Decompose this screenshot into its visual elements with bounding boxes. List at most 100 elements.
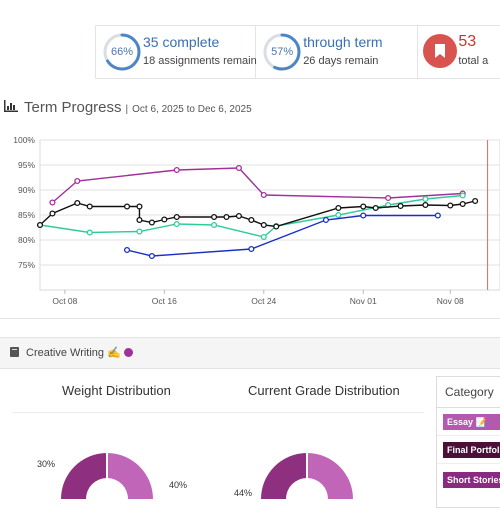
- series-point-3: [123, 246, 131, 254]
- x-tick-label: Oct 08: [52, 296, 77, 306]
- weight-distribution-title: Weight Distribution: [62, 383, 171, 398]
- series-point-2: [136, 203, 143, 210]
- category-essay[interactable]: Essay 📝: [443, 414, 500, 430]
- stats-bar: 66% 35 complete 18 assignments remain 57…: [95, 25, 500, 79]
- chart-grid: [39, 139, 500, 291]
- stat-total: 53 total a: [418, 26, 500, 78]
- series-line-2: [39, 200, 476, 228]
- series-point-2: [260, 221, 267, 229]
- total-detail: total a: [458, 55, 489, 67]
- y-tick-label: 100%: [13, 135, 35, 145]
- weight-pie: [61, 453, 153, 500]
- category-short-stories[interactable]: Short Stories: [443, 472, 500, 488]
- category-legend: Category Essay 📝 Final Portfolio Short S…: [436, 376, 500, 508]
- term-progress-header: Term Progress | Oct 6, 2025 to Dec 6, 20…: [4, 99, 252, 116]
- term-progress-chart: 100% 95% 90% 85% 80% 75% Oct 08 Oct 16 Oct 24 No…: [13, 135, 500, 306]
- series-point-3: [322, 216, 329, 224]
- series-point-1: [136, 228, 143, 235]
- y-axis-ticks: 100% 95% 90% 85% 80% 75%: [13, 135, 35, 270]
- x-axis-ticks: Oct 08 Oct 16 Oct 24 Nov 01 Nov 08: [52, 290, 464, 306]
- term-date-range: Oct 6, 2025 to Dec 6, 2025: [132, 104, 252, 115]
- category-header: Category: [445, 385, 494, 399]
- total-number: 53: [458, 33, 477, 50]
- book-icon: [10, 347, 19, 357]
- series-point-2: [223, 213, 230, 221]
- series-point-0: [235, 164, 242, 172]
- series-point-0: [173, 166, 180, 174]
- term-ring: [263, 33, 301, 71]
- series-point-3: [360, 212, 367, 219]
- course-color-dot: [123, 348, 133, 357]
- y-tick-label: 95%: [18, 160, 35, 170]
- x-tick-label: Oct 24: [251, 296, 276, 306]
- completion-ring: [103, 33, 141, 71]
- series-point-1: [86, 229, 93, 236]
- course-panel-header[interactable]: Creative Writing ✍️: [0, 337, 500, 369]
- completion-percent: 66%: [110, 46, 134, 58]
- series-point-0: [260, 191, 267, 199]
- pie-header-rule: [12, 412, 424, 413]
- category-header-rule: [437, 407, 500, 408]
- completion-detail: 18 assignments remain: [143, 55, 257, 67]
- y-tick-label: 80%: [18, 235, 35, 245]
- category-rule: [437, 463, 500, 464]
- category-rule: [437, 435, 500, 436]
- series-point-2: [422, 201, 429, 209]
- series-point-2: [372, 204, 379, 212]
- series-point-0: [74, 177, 81, 185]
- series-point-3: [148, 252, 155, 260]
- bookmark-icon: [423, 34, 458, 68]
- series-point-1: [459, 192, 466, 199]
- x-tick-label: Oct 16: [152, 296, 177, 306]
- series-point-1: [211, 221, 218, 229]
- series-point-2: [36, 221, 44, 229]
- series-point-2: [447, 202, 454, 209]
- chart-series: [36, 164, 479, 260]
- series-line-3: [126, 214, 438, 257]
- series-point-2: [472, 197, 479, 205]
- y-tick-label: 75%: [18, 260, 35, 270]
- term-percent: 57%: [271, 46, 294, 58]
- section-divider: [0, 318, 500, 319]
- completion-headline: 35 complete: [143, 34, 220, 50]
- x-tick-label: Nov 08: [437, 296, 464, 306]
- x-tick-label: Nov 01: [350, 296, 377, 306]
- series-point-2: [148, 219, 155, 226]
- series-point-1: [335, 211, 342, 219]
- series-point-2: [161, 216, 168, 223]
- series-point-3: [248, 245, 255, 253]
- series-line-0: [51, 167, 463, 204]
- category-final-portfolio[interactable]: Final Portfolio: [443, 442, 500, 458]
- series-point-2: [49, 210, 56, 217]
- term-progress-title: Term Progress: [24, 99, 122, 116]
- series-point-2: [335, 204, 342, 212]
- series-point-2: [136, 216, 143, 224]
- series-point-2: [74, 199, 81, 207]
- series-point-2: [248, 216, 255, 224]
- term-detail: 26 days remain: [303, 55, 379, 67]
- series-point-1: [173, 220, 180, 228]
- series-point-0: [385, 194, 392, 202]
- series-line-1: [39, 194, 463, 238]
- series-point-2: [173, 213, 180, 221]
- title-separator: |: [125, 104, 129, 115]
- pie-charts: [61, 453, 353, 500]
- series-point-1: [260, 233, 267, 241]
- series-point-0: [49, 199, 56, 206]
- series-point-2: [459, 200, 466, 208]
- series-point-2: [123, 203, 131, 210]
- series-point-2: [211, 213, 218, 221]
- series-point-2: [235, 212, 242, 220]
- grade-pie: [261, 453, 353, 500]
- grade-label-1: 44%: [234, 488, 253, 498]
- series-point-1: [422, 195, 429, 203]
- term-headline: through term: [303, 34, 383, 50]
- series-point-2: [273, 223, 280, 230]
- grade-distribution-title: Current Grade Distribution: [248, 383, 400, 398]
- weight-label-2: 40%: [169, 480, 188, 490]
- y-tick-label: 85%: [18, 210, 35, 220]
- series-point-2: [360, 203, 367, 210]
- weight-label-1: 30%: [37, 459, 56, 469]
- stat-term: 57% through term 26 days remain: [256, 26, 419, 78]
- series-point-2: [86, 203, 93, 210]
